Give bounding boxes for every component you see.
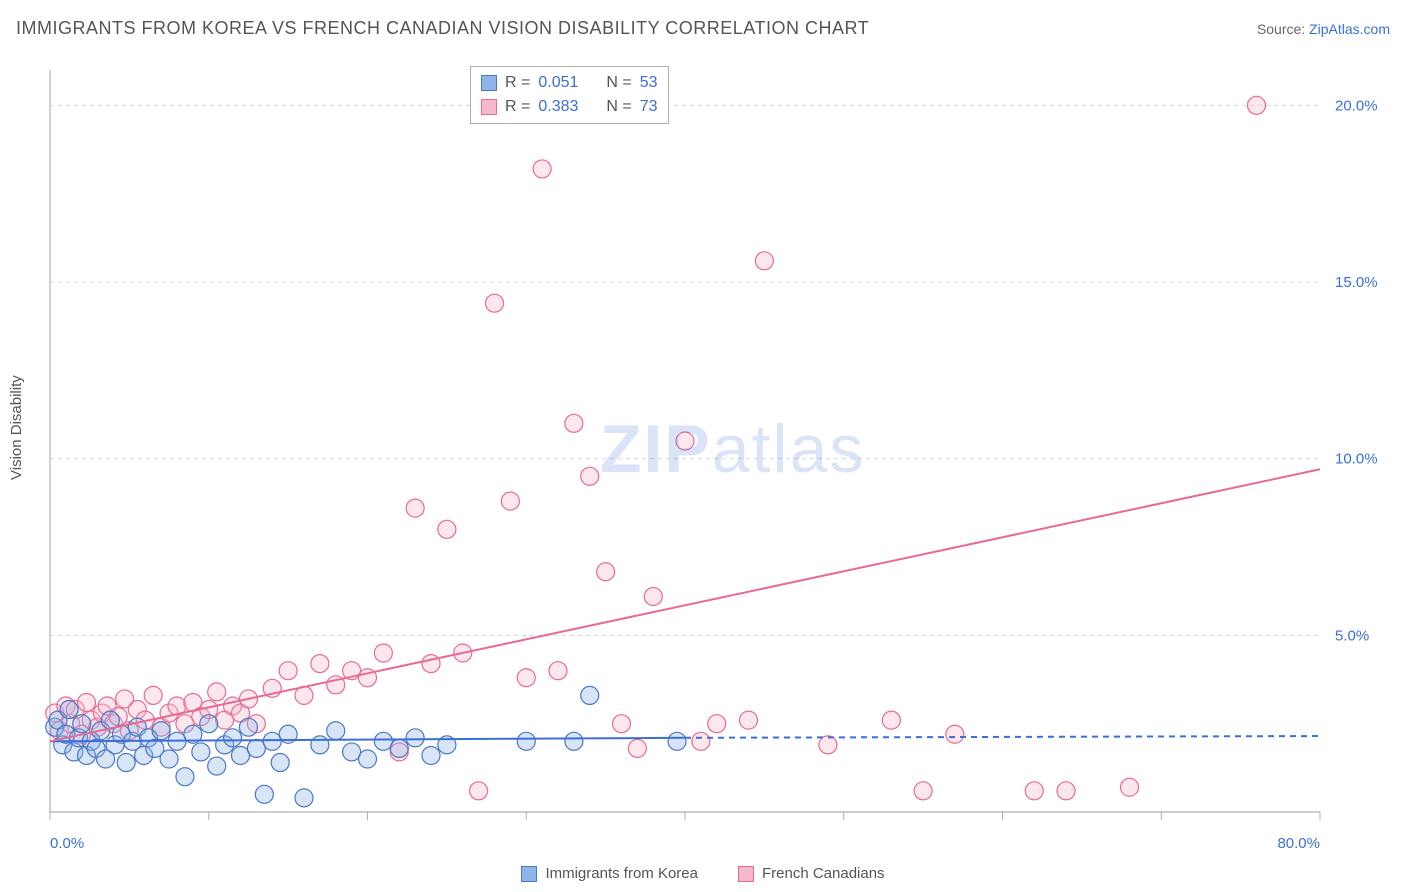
- r-label: R =: [505, 98, 530, 116]
- legend-item: Immigrants from Korea: [521, 865, 698, 882]
- r-value: 0.051: [538, 74, 578, 92]
- source-label: Source:: [1257, 21, 1305, 37]
- legend-swatch: [481, 99, 497, 115]
- chart-source: Source: ZipAtlas.com: [1257, 21, 1390, 37]
- stat-row: R = 0.051 N = 53: [481, 71, 658, 95]
- r-label: R =: [505, 74, 530, 92]
- legend-swatch: [521, 866, 537, 882]
- legend-label: French Canadians: [762, 865, 885, 882]
- legend-item: French Canadians: [738, 865, 885, 882]
- chart-area: Vision Disability ZIPatlas 5.0%10.0%15.0…: [0, 60, 1406, 892]
- svg-text:0.0%: 0.0%: [50, 835, 84, 852]
- chart-header: IMMIGRANTS FROM KOREA VS FRENCH CANADIAN…: [16, 18, 1390, 39]
- y-axis-title: Vision Disability: [8, 375, 25, 480]
- correlation-stats-box: R = 0.051 N = 53 R = 0.383 N = 73: [470, 66, 669, 124]
- chart-title: IMMIGRANTS FROM KOREA VS FRENCH CANADIAN…: [16, 18, 869, 39]
- legend-swatch: [481, 75, 497, 91]
- scatter-chart: 5.0% 10.0% 15.0% 20.0% 0.0% 80.0%: [0, 60, 1406, 892]
- legend-swatch: [738, 866, 754, 882]
- r-value: 0.383: [538, 98, 578, 116]
- n-value: 73: [640, 98, 658, 116]
- svg-text:80.0%: 80.0%: [1277, 835, 1320, 852]
- svg-text:15.0%: 15.0%: [1335, 274, 1378, 291]
- chart-legend: Immigrants from Korea French Canadians: [0, 865, 1406, 882]
- stat-row: R = 0.383 N = 73: [481, 95, 658, 119]
- legend-label: Immigrants from Korea: [545, 865, 698, 882]
- svg-text:10.0%: 10.0%: [1335, 451, 1378, 468]
- n-value: 53: [640, 74, 658, 92]
- svg-text:20.0%: 20.0%: [1335, 97, 1378, 114]
- source-link[interactable]: ZipAtlas.com: [1309, 21, 1390, 37]
- n-label: N =: [606, 74, 631, 92]
- svg-text:5.0%: 5.0%: [1335, 627, 1369, 644]
- n-label: N =: [606, 98, 631, 116]
